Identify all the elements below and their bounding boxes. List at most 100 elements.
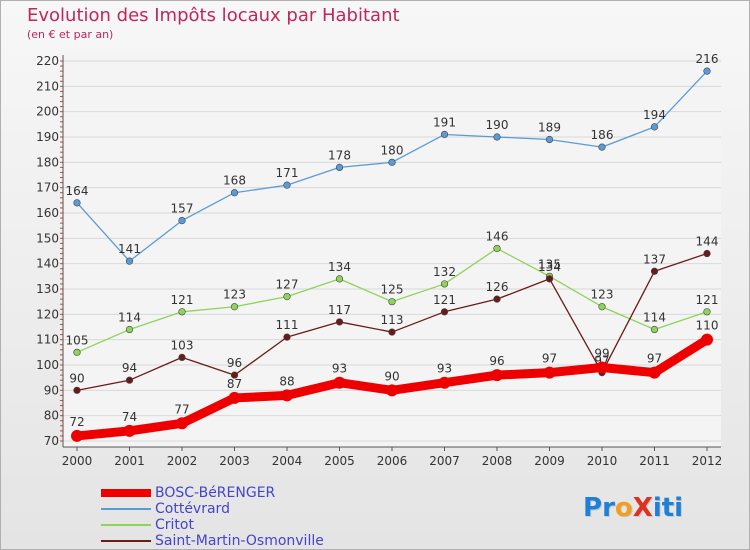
- data-point: [228, 391, 241, 404]
- data-label: 121: [696, 293, 719, 307]
- data-point: [71, 429, 83, 442]
- y-tick-label: 80: [44, 409, 59, 423]
- data-point: [596, 361, 608, 374]
- data-point: [125, 376, 134, 384]
- data-point: [648, 366, 661, 379]
- legend-swatch: [101, 540, 151, 542]
- y-tick-label: 110: [36, 333, 59, 347]
- data-point: [703, 249, 711, 258]
- legend-label: Saint-Martin-Osmonville: [155, 533, 324, 549]
- y-tick-label: 140: [36, 257, 59, 271]
- data-label: 103: [171, 338, 194, 352]
- data-label: 137: [643, 252, 666, 266]
- data-label: 74: [122, 410, 137, 424]
- data-point: [386, 384, 398, 397]
- data-label: 113: [381, 313, 404, 327]
- data-point: [335, 318, 344, 326]
- x-tick-label: 2012: [692, 454, 723, 468]
- y-tick-label: 220: [36, 54, 59, 68]
- data-point: [178, 217, 186, 225]
- data-label: 114: [118, 311, 141, 325]
- data-point: [493, 244, 501, 253]
- data-label: 141: [118, 242, 141, 256]
- data-label: 180: [381, 143, 404, 157]
- legend-label: BOSC-BéRENGER: [155, 485, 276, 501]
- data-point: [545, 275, 554, 283]
- data-label: 77: [174, 402, 189, 416]
- data-point: [701, 333, 713, 346]
- data-label: 90: [69, 371, 84, 385]
- data-point: [493, 133, 501, 141]
- y-tick-label: 150: [36, 231, 59, 245]
- data-point: [545, 135, 554, 144]
- x-tick-label: 2007: [429, 454, 460, 468]
- data-label: 99: [594, 347, 609, 361]
- legend-swatch: [101, 508, 151, 510]
- data-label: 121: [433, 293, 456, 307]
- data-label: 125: [381, 283, 404, 297]
- data-label: 87: [227, 377, 242, 391]
- data-label: 123: [591, 288, 614, 302]
- data-label: 216: [696, 52, 719, 66]
- data-point: [178, 308, 186, 316]
- data-point: [491, 369, 503, 382]
- x-tick-label: 2004: [272, 454, 303, 468]
- data-point: [178, 353, 186, 362]
- data-label: 144: [696, 235, 719, 249]
- data-point: [438, 376, 451, 389]
- data-point: [703, 308, 711, 316]
- data-point: [388, 158, 396, 166]
- data-label: 123: [223, 288, 246, 302]
- data-label: 126: [486, 280, 509, 294]
- data-point: [125, 325, 134, 334]
- data-point: [283, 333, 291, 341]
- data-point: [125, 257, 134, 265]
- data-point: [230, 371, 239, 379]
- y-tick-label: 120: [36, 307, 59, 321]
- data-label: 105: [66, 333, 89, 347]
- x-tick-label: 2011: [639, 454, 670, 468]
- data-point: [598, 143, 606, 151]
- x-tick-label: 2003: [219, 454, 250, 468]
- data-point: [703, 67, 711, 75]
- proxiti-logo: ProXiti: [583, 493, 684, 523]
- data-label: 164: [66, 184, 89, 198]
- x-tick-label: 2006: [377, 454, 408, 468]
- legend-swatch: [101, 489, 151, 497]
- data-label: 97: [647, 352, 662, 366]
- data-label: 114: [643, 311, 666, 325]
- data-label: 117: [328, 303, 351, 317]
- data-label: 88: [279, 374, 294, 388]
- data-label: 96: [489, 354, 504, 368]
- data-point: [388, 328, 396, 336]
- data-label: 168: [223, 174, 246, 188]
- data-point: [650, 325, 659, 334]
- x-tick-label: 2010: [587, 454, 618, 468]
- data-label: 134: [538, 260, 561, 274]
- data-point: [440, 280, 449, 288]
- data-point: [543, 366, 556, 379]
- data-point: [388, 298, 396, 306]
- legend-label: Critot: [155, 517, 194, 533]
- data-point: [73, 199, 81, 207]
- data-label: 135: [538, 257, 561, 271]
- data-label: 190: [486, 118, 509, 132]
- data-label: 93: [437, 362, 452, 376]
- data-point: [440, 130, 449, 139]
- chart-title: Evolution des Impôts locaux par Habitant: [27, 5, 400, 26]
- legend-swatch: [101, 524, 151, 526]
- data-point: [230, 303, 239, 311]
- chart-subtitle: (en € et par an): [27, 28, 114, 41]
- data-point: [281, 389, 293, 402]
- y-tick-label: 180: [36, 155, 59, 169]
- data-label: 94: [122, 361, 137, 375]
- x-tick-label: 2008: [482, 454, 513, 468]
- y-tick-label: 160: [36, 206, 59, 220]
- data-label: 186: [591, 128, 614, 142]
- y-tick-label: 200: [36, 105, 59, 119]
- legend-label: Cottévrard: [155, 501, 230, 517]
- data-label: 96: [227, 356, 242, 370]
- data-label: 134: [328, 260, 351, 274]
- data-point: [440, 308, 449, 316]
- data-label: 189: [538, 121, 561, 135]
